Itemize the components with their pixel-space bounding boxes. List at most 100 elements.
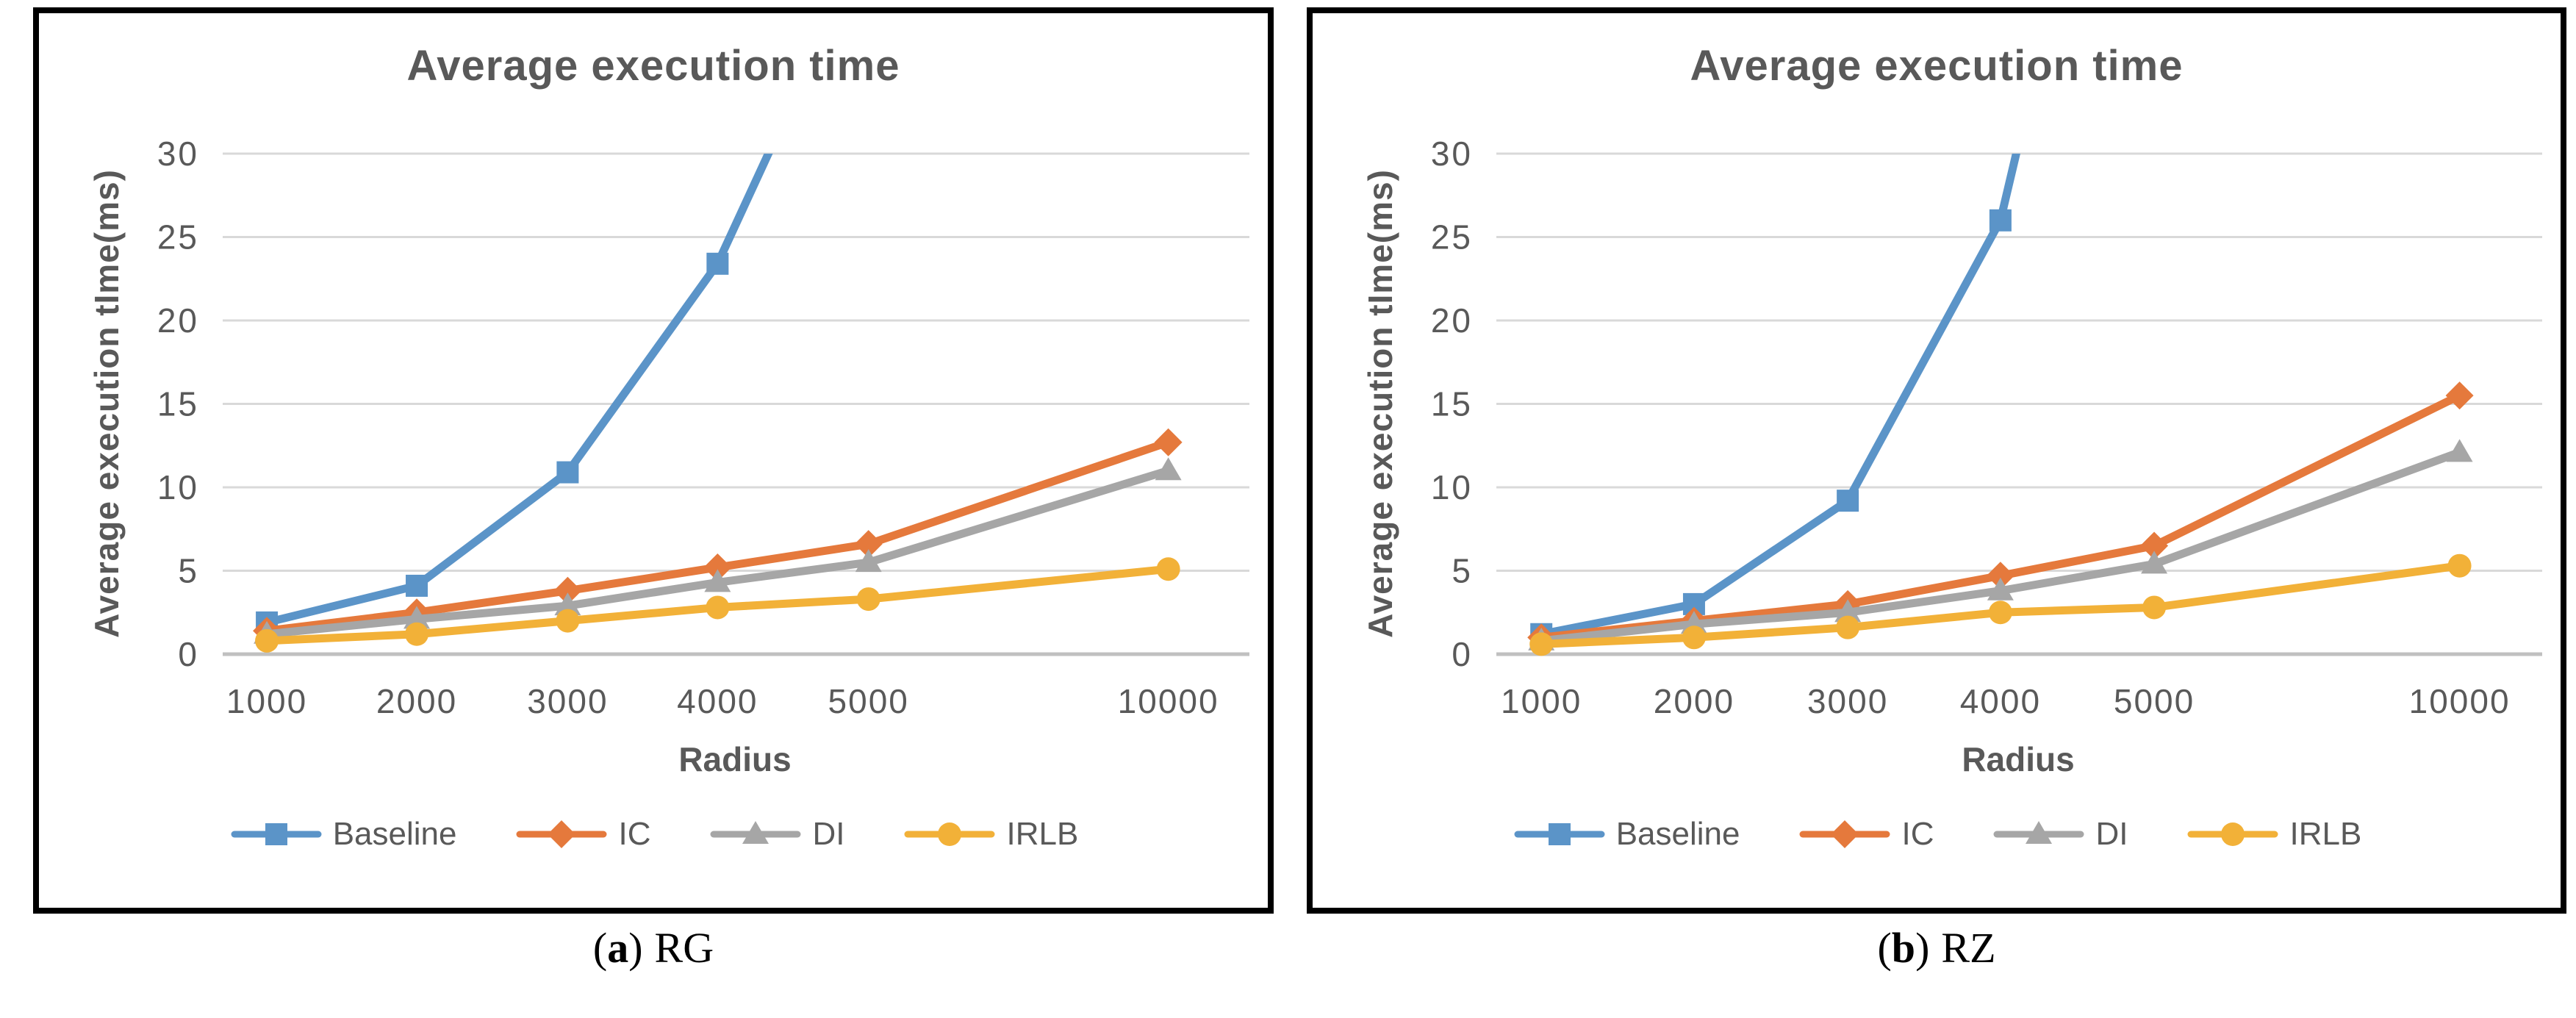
legend-item-ic: IC xyxy=(514,816,650,853)
legend-label: Baseline xyxy=(1615,816,1740,852)
triangle-marker xyxy=(2141,551,2168,574)
series-line-ic xyxy=(262,438,1173,635)
y-tick-label: 5 xyxy=(1452,552,1473,590)
y-tick-label: 15 xyxy=(1431,385,1473,423)
x-tick-label: 10000 xyxy=(2409,682,2511,720)
legend-triangle-marker-icon xyxy=(710,821,801,844)
x-tick-label: 10000 xyxy=(1118,682,1219,720)
circle-marker xyxy=(255,628,279,653)
y-tick-label: 30 xyxy=(157,135,199,173)
diamond-marker xyxy=(548,820,576,848)
square-marker xyxy=(1837,490,1859,512)
triangle-marker xyxy=(1987,577,2014,601)
legend-label: DI xyxy=(812,816,845,852)
diamond-marker xyxy=(1986,562,2014,590)
triangle-marker xyxy=(704,569,731,592)
y-tick-label: 10 xyxy=(1431,468,1473,506)
circle-marker xyxy=(706,595,730,620)
diamond-marker xyxy=(553,576,582,605)
legend-triangle-marker-icon xyxy=(1993,821,2084,844)
x-tick-label: 1000 xyxy=(1501,682,1582,720)
legend-square-marker-icon xyxy=(1514,823,1605,845)
y-tick-label: 25 xyxy=(157,218,199,257)
chart-panel-b: Average execution time Average execution… xyxy=(1307,7,2566,914)
legend-label: IRLB xyxy=(2289,816,2362,852)
square-marker xyxy=(406,574,428,597)
circle-marker xyxy=(938,822,962,846)
y-tick-label: 10 xyxy=(157,468,199,506)
plot-area: 0 5 10 15 20 25 30 1000 2000 3000 4000 5000 10000 xyxy=(157,135,1249,720)
x-tick-label: 5000 xyxy=(2114,682,2195,720)
caption-a: (a) RG xyxy=(33,923,1274,972)
diamond-marker xyxy=(2445,381,2474,410)
triangle-marker xyxy=(403,606,431,629)
legend-item-di: DI xyxy=(1991,816,2128,853)
legend-label: Baseline xyxy=(332,816,457,852)
circle-marker xyxy=(1156,557,1180,581)
caption-letter: a xyxy=(607,924,629,972)
x-tick-label: 3000 xyxy=(1807,682,1888,720)
x-axis-title: Radius xyxy=(678,740,792,778)
y-tick-label: 5 xyxy=(178,552,199,590)
square-marker xyxy=(1548,823,1571,845)
circle-marker xyxy=(2142,595,2167,620)
x-tick-label: 3000 xyxy=(527,682,608,720)
x-tick-label: 5000 xyxy=(828,682,909,720)
circle-marker xyxy=(2447,553,2472,578)
x-tick-label: 4000 xyxy=(677,682,758,720)
triangle-marker xyxy=(2446,439,2473,462)
y-tick-label: 30 xyxy=(1431,135,1473,173)
y-tick-label: 0 xyxy=(178,635,199,673)
caption-label: RG xyxy=(654,924,714,972)
y-tick-label: 25 xyxy=(1431,218,1473,257)
y-tick-label: 15 xyxy=(157,385,199,423)
series-line-di xyxy=(1537,448,2464,645)
square-marker xyxy=(556,461,579,484)
circle-marker xyxy=(1836,615,1860,639)
legend-label: IC xyxy=(1901,816,1934,852)
series-line-irlb xyxy=(1537,562,2464,648)
legend-label: IC xyxy=(618,816,651,852)
legend: Baseline IC DI IRLB xyxy=(1313,816,2561,853)
circle-marker xyxy=(1529,632,1554,656)
series-line-irlb xyxy=(262,564,1173,645)
series-line-di xyxy=(262,466,1173,639)
triangle-marker xyxy=(742,821,769,844)
diamond-marker xyxy=(1154,428,1183,456)
diamond-marker xyxy=(703,553,732,581)
diamond-marker xyxy=(854,530,883,559)
diamond-marker xyxy=(1831,820,1859,848)
chart-title: Average execution time xyxy=(406,42,900,90)
triangle-marker xyxy=(855,549,882,573)
triangle-marker xyxy=(554,592,581,616)
caption-label: RZ xyxy=(1941,924,1996,972)
y-tick-label: 20 xyxy=(1431,301,1473,340)
x-tick-label: 2000 xyxy=(376,682,457,720)
x-axis-title: Radius xyxy=(1962,740,2075,778)
series-line-baseline xyxy=(1537,154,2020,639)
triangle-marker xyxy=(1834,599,1862,623)
legend-label: DI xyxy=(2095,816,2128,852)
legend-item-di: DI xyxy=(708,816,844,853)
legend-square-marker-icon xyxy=(231,823,322,845)
circle-marker xyxy=(2221,822,2245,846)
square-marker xyxy=(706,252,729,275)
triangle-marker xyxy=(1155,457,1182,481)
legend-item-ic: IC xyxy=(1797,816,1934,853)
caption-close-paren: ) xyxy=(1915,924,1930,972)
x-tick-label: 2000 xyxy=(1654,682,1734,720)
caption-close-paren: ) xyxy=(628,924,643,972)
square-marker xyxy=(1989,209,2012,232)
y-tick-label: 0 xyxy=(1452,635,1473,673)
caption-letter: b xyxy=(1891,924,1916,972)
legend-label: IRLB xyxy=(1006,816,1079,852)
plot-area: 0 5 10 15 20 25 30 1000 2000 3000 4000 5000 10000 xyxy=(1431,135,2542,720)
triangle-marker xyxy=(2026,821,2053,844)
circle-marker xyxy=(1682,626,1706,650)
circle-marker xyxy=(556,609,580,633)
legend-item-baseline: Baseline xyxy=(229,816,457,853)
legend-item-irlb: IRLB xyxy=(2185,816,2361,853)
legend-item-baseline: Baseline xyxy=(1512,816,1740,853)
series-line-baseline xyxy=(262,154,773,627)
